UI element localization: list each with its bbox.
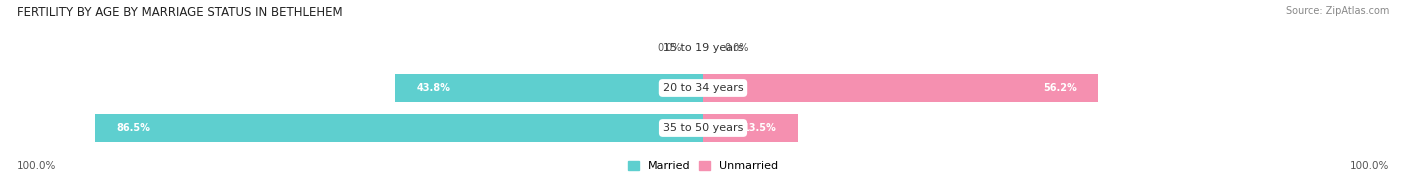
- Bar: [703, 74, 1098, 102]
- Text: 0.0%: 0.0%: [658, 43, 682, 53]
- Text: 100.0%: 100.0%: [1350, 162, 1389, 172]
- Legend: Married, Unmarried: Married, Unmarried: [627, 161, 779, 171]
- Text: 13.5%: 13.5%: [742, 123, 778, 133]
- Text: 86.5%: 86.5%: [115, 123, 150, 133]
- Bar: [395, 74, 703, 102]
- Text: 100.0%: 100.0%: [17, 162, 56, 172]
- Bar: [94, 114, 703, 142]
- Text: FERTILITY BY AGE BY MARRIAGE STATUS IN BETHLEHEM: FERTILITY BY AGE BY MARRIAGE STATUS IN B…: [17, 6, 343, 19]
- Bar: [703, 114, 799, 142]
- Text: 35 to 50 years: 35 to 50 years: [662, 123, 744, 133]
- Text: 15 to 19 years: 15 to 19 years: [662, 43, 744, 53]
- Text: 20 to 34 years: 20 to 34 years: [662, 83, 744, 93]
- Text: 56.2%: 56.2%: [1043, 83, 1077, 93]
- Text: Source: ZipAtlas.com: Source: ZipAtlas.com: [1285, 6, 1389, 16]
- Text: 0.0%: 0.0%: [724, 43, 748, 53]
- Text: 43.8%: 43.8%: [416, 83, 450, 93]
